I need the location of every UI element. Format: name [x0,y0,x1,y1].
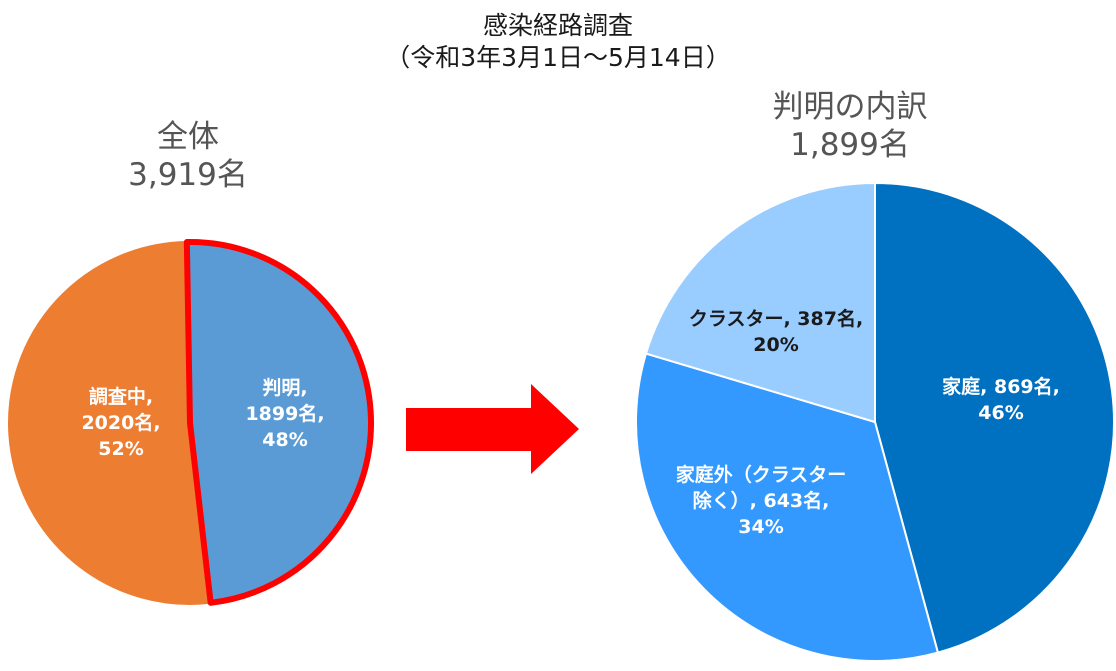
right-pie-title: 判明の内訳 1,899名 [720,88,980,164]
left-pie-total: 3,919名 [128,157,248,193]
left-pie-chart: 判明, 1899名, 48% 調査中, 2020名, 52% [6,239,374,607]
right-pie-title-text: 判明の内訳 [772,89,928,125]
slice-label-line: 48% [262,429,307,451]
slice-label-line: 20% [753,334,798,356]
slice-label-line: 46% [978,402,1023,424]
slice-label-line: 52% [98,438,143,460]
right-pie-total: 1,899名 [790,127,910,163]
slice-data-label: クラスター, 387名, 20% [689,307,863,356]
slice-label-line: 判明, [262,377,307,399]
left-pie-title-text: 全体 [157,119,219,155]
slice-label-line: 2020名, [81,411,160,434]
slice-data-label: 家庭外（クラスター除く）, 643名, 34% [676,463,847,538]
slice-label-line: 家庭, 869名, [942,375,1060,398]
slice-label-line: 調査中, [89,385,153,408]
slice-label-line: 家庭外（クラスター [676,463,847,486]
pie-slice-2 [644,181,876,424]
right-pie-chart: 家庭, 869名, 46% 家庭外（クラスター除く）, 643名, 34% クラスター,… [635,181,1115,662]
slice-data-label: 家庭, 869名, 46% [942,375,1060,424]
pie-slice-1 [635,352,940,662]
chart-subtitle: （令和3年3月1日～5月14日） [385,43,731,72]
left-pie-title: 全体 3,919名 [58,118,318,194]
right-arrow-icon [406,384,579,474]
slice-data-label: 判明, 1899名, 48% [245,377,324,451]
slice-label-line: クラスター, 387名, [689,307,863,330]
slice-data-label: 調査中, 2020名, 52% [81,385,160,460]
slice-label-line: 34% [738,516,783,538]
slice-label-line: 1899名, [245,402,324,425]
pie-slice-0 [874,181,1115,654]
chart-title: 感染経路調査 [482,11,633,40]
slice-label-line: 除く）, 643名, [693,489,830,512]
pie-slice-1 [6,239,213,607]
highlight-border [183,239,374,606]
